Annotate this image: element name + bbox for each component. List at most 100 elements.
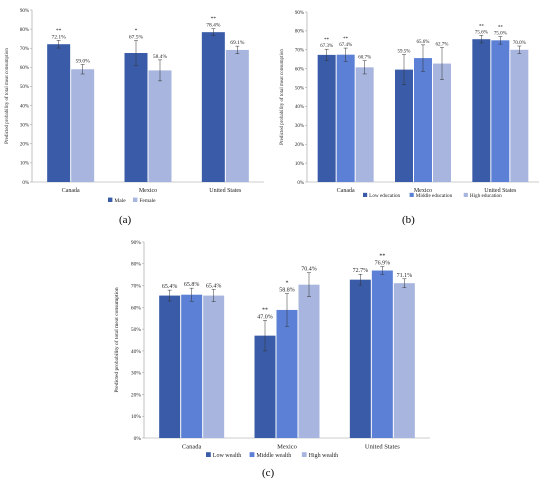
y-tick-label: 10% [20,162,29,167]
y-tick-label: 20% [131,392,142,398]
bar [433,63,451,182]
chart-panel-c: 0% 10% 20% 30% 40% 50% 60% 70% 80% 90% Predicted p… [110,230,440,462]
bar [336,54,355,182]
y-axis-label: Predicted probability of total meat cons… [113,287,120,392]
data-label: 47.0% [257,314,273,320]
data-label: 58.4% [153,54,168,60]
y-tick-label: 60% [131,305,142,311]
data-label: 65.8% [184,282,200,288]
bar [71,69,95,182]
y-tick-label: 80% [131,262,142,268]
x-tick-label: Canada [337,188,355,194]
chart-panel-b: 0% 10% 20% 30% 40% 50% 60% 70% 80% 90% Predicted p… [275,0,550,210]
legend-swatch [363,192,368,197]
x-tick-label: Mexico [139,188,157,194]
data-label: 65.4% [162,284,178,290]
y-tick-label: 0% [134,436,142,442]
bar [371,270,393,438]
bar [47,44,71,182]
legend-swatch [463,192,468,197]
chart-panel-a: 0% 10% 20% 30% 40% 50% 60% 70% 80% 90% Predicted p… [0,0,275,210]
significance-marker: * [286,281,289,287]
y-tick-label: 90% [131,240,142,246]
data-label: 76.9% [375,261,391,267]
legend-swatch [132,197,138,202]
panel-label-b: (b) [402,214,415,226]
data-label: 59.0% [76,58,91,64]
y-tick-label: 60% [295,67,304,72]
data-label: 69.1% [230,40,245,46]
bar [276,309,298,438]
bar [349,279,371,438]
bar [124,53,148,182]
bar [395,69,413,182]
y-tick-label: 30% [131,371,142,377]
legend-swatch [249,452,255,457]
legend-label: High education [470,193,502,199]
data-label: 72.1% [52,34,67,40]
panel-label-a: (a) [119,214,132,226]
data-label: 75.6% [475,30,488,35]
bar [148,70,172,182]
significance-marker: ** [343,37,349,42]
bar [203,295,225,438]
bar [298,284,320,438]
y-tick-label: 70% [131,283,142,289]
data-label: 67.5% [129,35,144,41]
y-tick-label: 20% [295,143,304,148]
y-tick-label: 40% [131,349,142,355]
x-tick-label: United States [209,188,242,194]
panel-label-c: (c) [262,467,275,479]
bar [159,295,181,438]
data-label: 70.4% [301,267,317,273]
data-label: 65.6% [417,40,430,45]
y-axis-label: Predicted probability of total meat cons… [5,48,10,144]
y-tick-label: 50% [295,86,304,91]
data-label: 67.4% [339,43,352,48]
data-label: 62.7% [436,43,449,48]
y-tick-label: 60% [20,66,29,71]
y-tick-label: 30% [295,124,304,129]
bar [393,283,415,438]
data-label: 75.0% [494,32,507,37]
y-tick-label: 40% [20,104,29,109]
legend-label: Middle wealth [256,453,291,459]
bar [225,49,249,182]
y-axis-label: Predicted probability of total meat cons… [280,49,285,145]
y-tick-label: 10% [131,414,142,420]
bar [254,335,276,438]
x-tick-label: United States [484,188,517,194]
significance-marker: ** [498,26,504,31]
data-label: 70.0% [513,41,526,46]
bar [414,58,432,182]
y-tick-label: 20% [20,143,29,148]
data-label: 58.8% [279,288,295,294]
significance-marker: * [135,28,138,34]
y-tick-label: 0% [297,181,304,186]
significance-marker: ** [56,28,62,34]
y-tick-label: 70% [20,47,29,52]
legend-label: Low education [369,193,400,199]
data-label: 59.5% [398,50,411,55]
bar [317,54,336,182]
bar-chart-b: 0% 10% 20% 30% 40% 50% 60% 70% 80% 90% Predicted p… [280,11,539,199]
legend-swatch [301,452,307,457]
x-tick-label: Canada [182,444,202,451]
bar [355,67,374,182]
legend-label: Female [139,198,156,204]
data-label: 71.1% [397,273,413,279]
data-label: 65.4% [206,283,222,289]
significance-marker: ** [324,38,330,43]
y-tick-label: 90% [20,9,29,14]
legend-label: Low wealth [213,453,242,459]
bar [472,39,491,183]
data-label: 67.3% [320,44,333,49]
bar [181,294,203,438]
legend-label: Middle education [416,193,453,199]
y-tick-label: 50% [131,327,142,333]
data-label: 60.7% [358,56,371,61]
y-tick-label: 30% [20,123,29,128]
y-tick-label: 80% [20,28,29,33]
y-tick-label: 10% [295,162,304,167]
y-tick-label: 40% [295,105,304,110]
